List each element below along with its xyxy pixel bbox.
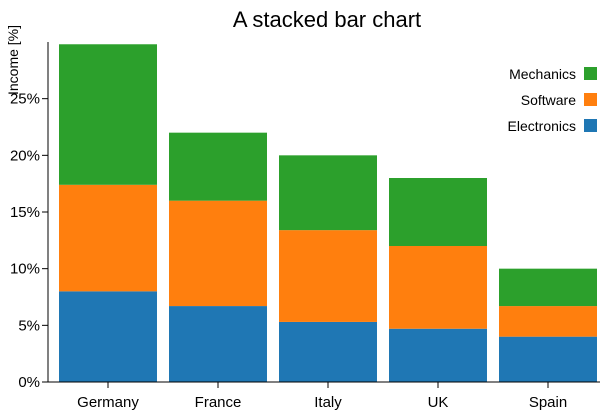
x-tick-label: France — [195, 394, 242, 411]
y-tick-label: 10% — [10, 261, 40, 278]
bar-segment-mechanics-france — [169, 132, 267, 201]
x-tick-label: Germany — [77, 394, 139, 411]
legend-label: Software — [521, 92, 576, 108]
y-tick-label: 15% — [10, 204, 40, 221]
legend-swatch-software — [584, 93, 597, 106]
x-tick-label: Italy — [314, 394, 342, 411]
legend-label: Electronics — [508, 118, 576, 134]
bar-segment-software-germany — [59, 184, 157, 292]
chart-title: A stacked bar chart — [233, 7, 421, 32]
bar-segment-software-uk — [389, 246, 487, 329]
legend-swatch-mechanics — [584, 67, 597, 80]
legend: Mechanics Software Electronics — [508, 66, 597, 134]
bar-segment-mechanics-germany — [59, 44, 157, 185]
bar-segment-electronics-germany — [59, 291, 157, 382]
legend-label: Mechanics — [509, 66, 576, 82]
bar-segment-mechanics-uk — [389, 178, 487, 246]
y-axis-label: Income [%] — [5, 25, 21, 95]
bar-segment-mechanics-spain — [499, 268, 597, 307]
legend-swatch-electronics — [584, 119, 597, 132]
x-axis: Germany France Italy UK Spain — [48, 381, 600, 411]
bars-group — [59, 44, 597, 382]
bar-segment-software-spain — [499, 306, 597, 337]
bar-segment-software-italy — [279, 230, 377, 322]
x-tick-label: UK — [428, 394, 449, 411]
y-axis: 0% 5% 10% 15% 20% 25% — [10, 42, 49, 391]
y-tick-label: 20% — [10, 147, 40, 164]
bar-segment-electronics-france — [169, 306, 267, 382]
bar-segment-electronics-spain — [499, 336, 597, 382]
y-tick-label: 5% — [18, 317, 40, 334]
y-tick-label: 0% — [18, 374, 40, 391]
bar-segment-electronics-italy — [279, 321, 377, 382]
bar-segment-electronics-uk — [389, 328, 487, 382]
bar-segment-mechanics-italy — [279, 155, 377, 231]
y-tick-label: 25% — [10, 91, 40, 108]
x-tick-label: Spain — [529, 394, 567, 411]
bar-segment-software-france — [169, 200, 267, 307]
